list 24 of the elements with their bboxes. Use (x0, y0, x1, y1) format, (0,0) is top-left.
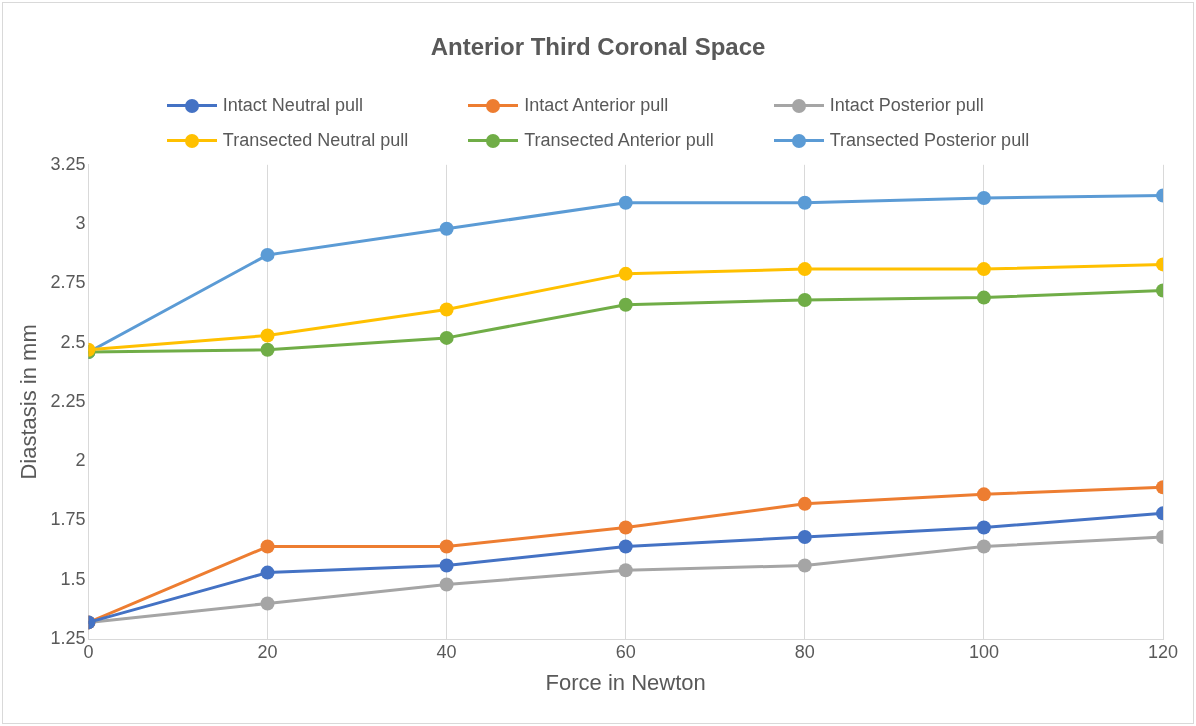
y-tick-label: 2.5 (60, 331, 86, 352)
y-tick-label: 3.25 (50, 153, 86, 174)
x-tick-label: 40 (436, 641, 457, 662)
legend-label: Intact Anterior pull (524, 95, 669, 116)
y-tick-label: 2 (75, 450, 86, 471)
legend-label: Transected Posterior pull (829, 130, 1030, 151)
y-tick-label: 1.75 (50, 509, 86, 530)
y-tick-label: 1.5 (60, 568, 86, 589)
legend-label: Intact Neutral pull (222, 95, 363, 116)
y-axis-title: Diastasis in mm (16, 324, 42, 480)
legend-label: Transected Anterior pull (524, 130, 714, 151)
x-tick-label: 20 (257, 641, 278, 662)
y-tick-label: 2.75 (50, 272, 86, 293)
x-tick-label: 60 (615, 641, 636, 662)
y-tick-label: 1.25 (50, 627, 86, 648)
x-axis-title: Force in Newton (545, 669, 706, 695)
y-tick-label: 2.25 (50, 390, 86, 411)
y-tick-label: 3 (75, 213, 86, 234)
chart-title: Anterior Third Coronal Space (429, 33, 767, 62)
legend-label: Intact Posterior pull (829, 95, 984, 116)
legend-label: Transected Neutral pull (222, 130, 409, 151)
x-tick-label: 100 (968, 641, 999, 662)
x-tick-label: 120 (1147, 641, 1179, 662)
x-tick-label: 80 (794, 641, 815, 662)
